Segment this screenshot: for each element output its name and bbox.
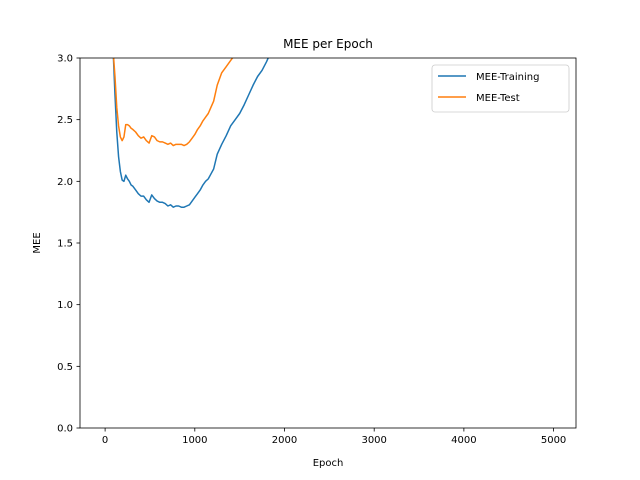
y-tick-label: 0.0 bbox=[57, 424, 73, 435]
y-axis: 0.0 0.5 1.0 1.5 2.0 2.5 3.0 bbox=[57, 54, 80, 435]
x-tick-label: 5000 bbox=[541, 435, 566, 446]
chart-title: MEE per Epoch bbox=[283, 37, 373, 51]
y-tick-label: 2.0 bbox=[57, 177, 73, 188]
y-tick-label: 3.0 bbox=[57, 54, 73, 65]
legend-box bbox=[431, 64, 570, 113]
y-axis-label: MEE bbox=[32, 232, 43, 253]
legend-label-training: MEE-Training bbox=[476, 72, 539, 83]
x-tick-label: 2000 bbox=[272, 435, 297, 446]
y-tick-label: 0.5 bbox=[57, 362, 73, 373]
y-tick-label: 1.5 bbox=[57, 239, 73, 250]
plot-frame bbox=[79, 57, 577, 429]
y-tick-label: 2.5 bbox=[57, 115, 73, 126]
x-tick-label: 3000 bbox=[361, 435, 386, 446]
x-tick-label: 0 bbox=[102, 435, 108, 446]
series-line-training bbox=[112, 58, 269, 208]
series-layer bbox=[112, 58, 269, 208]
legend: MEE-Training MEE-Test bbox=[431, 64, 570, 113]
x-axis: 0 1000 2000 3000 4000 5000 bbox=[102, 428, 566, 446]
x-tick-label: 1000 bbox=[182, 435, 207, 446]
x-axis-label: Epoch bbox=[313, 458, 344, 469]
y-tick-label: 1.0 bbox=[57, 300, 73, 311]
legend-label-test: MEE-Test bbox=[476, 93, 520, 104]
x-tick-label: 4000 bbox=[451, 435, 476, 446]
series-line-test bbox=[112, 58, 234, 147]
